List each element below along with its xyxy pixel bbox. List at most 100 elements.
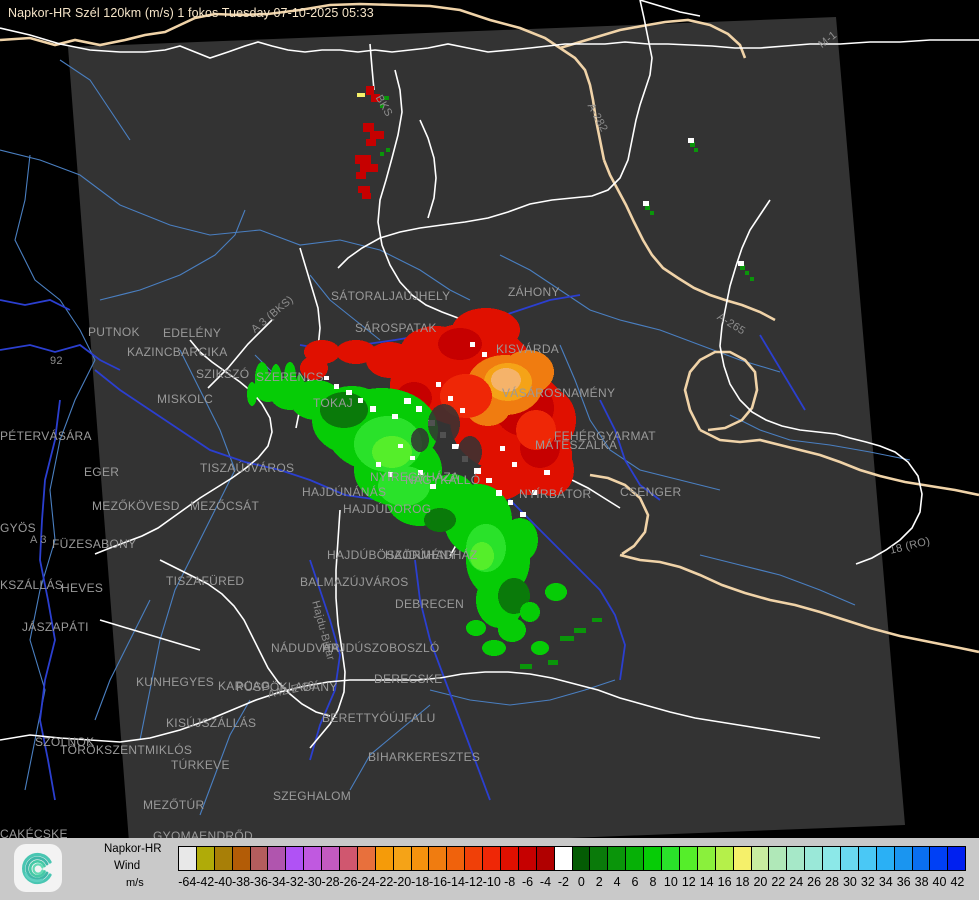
- color-scale-cell: [196, 847, 215, 870]
- color-scale-tick-label: 4: [613, 875, 621, 889]
- legend-unit-label: m/s: [126, 877, 144, 889]
- color-scale-cell: [876, 847, 895, 870]
- color-scale-cell: [733, 847, 752, 870]
- road-network: [0, 0, 979, 749]
- color-scale-tick-label: -16: [428, 875, 448, 889]
- color-scale-cell: [340, 847, 358, 870]
- color-scale-tick-label: -10: [482, 875, 501, 889]
- color-scale-cell: [447, 847, 466, 870]
- color-scale-cell: [715, 847, 734, 870]
- radar-map[interactable]: Napkor-HR Szél 120km (m/s) 1 fokos Tuesd…: [0, 0, 979, 876]
- color-scale-cell: [429, 847, 448, 870]
- color-scale-tick-label: -8: [504, 875, 516, 889]
- color-scale-tick-label: -34: [267, 875, 286, 889]
- color-scale-cell: [930, 847, 949, 870]
- color-scale-cell: [751, 847, 770, 870]
- color-scale-cell: [823, 847, 841, 870]
- color-scale-tick-label: 38: [914, 875, 929, 889]
- color-scale-cell: [805, 847, 824, 870]
- color-scale-tick-label: 16: [717, 875, 732, 889]
- map-graphics: [0, 0, 979, 838]
- color-scale-tick-label: 2: [595, 875, 603, 889]
- color-scale-tick-label: -18: [411, 875, 430, 889]
- color-scale-tick-label: 30: [842, 875, 857, 889]
- color-scale-tick-label: -38: [231, 875, 251, 889]
- color-scale-tick-label: 28: [825, 875, 839, 889]
- color-scale-tick-label: -12: [464, 875, 483, 889]
- color-scale-cell: [554, 847, 573, 870]
- color-scale-cell: [840, 847, 859, 870]
- country-border: [0, 2, 979, 654]
- color-scale-cell: [697, 847, 716, 870]
- color-scale-cell: [787, 847, 806, 870]
- color-scale-cell: [948, 847, 966, 870]
- legend-quantity-label: Wind: [114, 860, 141, 872]
- color-scale-tick-label: -42: [196, 875, 215, 889]
- color-scale-cell: [179, 847, 197, 870]
- color-scale-cell: [304, 847, 323, 870]
- color-scale-cell: [590, 847, 609, 870]
- color-scale-tick-label: 26: [807, 875, 822, 889]
- color-scale-tick-label: -32: [285, 875, 304, 889]
- color-scale-cell: [322, 847, 341, 870]
- color-scale-cell: [375, 847, 394, 870]
- color-scale-tick-label: -30: [303, 875, 322, 889]
- color-scale-cell: [465, 847, 484, 870]
- color-scale-tick-label: 14: [699, 875, 714, 889]
- color-scale-tick-label: 6: [631, 875, 639, 889]
- color-scale-tick-label: -28: [321, 875, 340, 889]
- color-scale-tick-label: 12: [681, 875, 696, 889]
- color-scale-cell: [268, 847, 287, 870]
- legend-bar: Napkor-HR Wind m/s -64 -42 -40 -38 -36 -34 -32…: [0, 838, 979, 900]
- color-scale-cell: [644, 847, 663, 870]
- color-scale-cell: [232, 847, 251, 870]
- color-scale-cell: [286, 847, 305, 870]
- color-scale-cell: [858, 847, 877, 870]
- color-scale-tick-label: 22: [771, 875, 786, 889]
- stream-network: [0, 59, 911, 816]
- spiral-logo-icon: [14, 844, 62, 892]
- color-scale-cell: [357, 847, 376, 870]
- color-scale-tick-label: 10: [663, 875, 678, 889]
- color-scale-tick-label: 32: [860, 875, 875, 889]
- legend-product-label: Napkor-HR: [104, 843, 162, 855]
- color-scale-cell: [662, 847, 680, 870]
- color-scale-tick-label: 18: [735, 875, 750, 889]
- color-scale-tick-label: -4: [539, 875, 552, 889]
- color-scale-cell: [608, 847, 627, 870]
- color-scale-tick-label: -24: [357, 875, 376, 889]
- color-scale-cell: [393, 847, 412, 870]
- color-scale-tick-label: 20: [753, 875, 768, 889]
- color-scale-tick-label: -6: [522, 875, 534, 889]
- color-scale-tick-label: -22: [375, 875, 394, 889]
- color-scale[interactable]: -64 -42 -40 -38 -36 -34 -32 -30 -28 -26 -24 -22 -20-…: [178, 846, 966, 896]
- color-scale-cell: [518, 847, 537, 870]
- color-scale-tick-label: 0: [577, 875, 585, 889]
- color-scale-tick-label: -26: [339, 875, 358, 889]
- color-scale-cell: [912, 847, 931, 870]
- color-scale-tick-label: -14: [446, 875, 465, 889]
- color-scale-tick-label: -40: [214, 875, 233, 889]
- color-scale-ticks: -64 -42 -40 -38 -36 -34 -32 -30 -28 -26 -24 -22 -20-…: [178, 873, 966, 893]
- color-scale-cell: [679, 847, 698, 870]
- color-scale-tick-label: -2: [557, 875, 569, 889]
- color-scale-cell: [572, 847, 591, 870]
- color-scale-cell: [214, 847, 233, 870]
- page-title: Napkor-HR Szél 120km (m/s) 1 fokos Tuesd…: [8, 6, 374, 20]
- radar-echo-layer: [247, 86, 754, 669]
- color-scale-cell: [250, 847, 269, 870]
- color-scale-swatches[interactable]: [178, 846, 966, 871]
- color-scale-tick-label: 36: [896, 875, 911, 889]
- color-scale-tick-label: 24: [789, 875, 804, 889]
- color-scale-tick-label: 42: [950, 875, 965, 889]
- color-scale-cell: [626, 847, 645, 870]
- color-scale-cell: [894, 847, 913, 870]
- color-scale-cell: [536, 847, 555, 870]
- color-scale-cell: [411, 847, 430, 870]
- legend-title-block: Napkor-HR Wind m/s: [104, 841, 180, 892]
- color-scale-tick-label: -64: [178, 875, 197, 889]
- color-scale-tick-label: 40: [932, 875, 947, 889]
- color-scale-tick-label: -36: [249, 875, 268, 889]
- color-scale-tick-label: -20: [393, 875, 412, 889]
